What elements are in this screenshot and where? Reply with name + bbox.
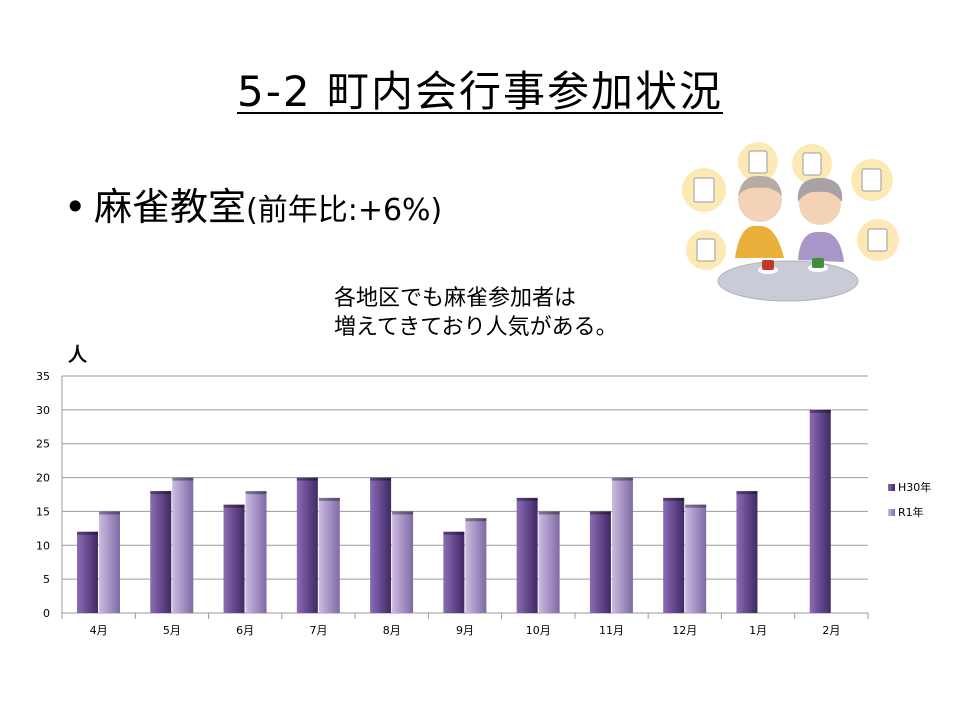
x-tick-label: 11月 xyxy=(599,624,624,637)
x-tick-label: 8月 xyxy=(383,624,401,637)
x-tick-label: 7月 xyxy=(309,624,327,637)
bar-H30年-5月 xyxy=(150,491,172,613)
bar-top-edge xyxy=(77,531,98,535)
mahjong-players-illustration xyxy=(682,142,899,302)
bar-top-edge xyxy=(172,477,194,481)
y-tick-label: 15 xyxy=(36,505,50,518)
bar-top-edge xyxy=(318,497,340,501)
x-tick-label: 9月 xyxy=(456,624,474,637)
bar-top-edge xyxy=(538,511,560,515)
legend-label-H30年: H30年 xyxy=(898,480,931,494)
legend-label-R1年: R1年 xyxy=(898,505,924,519)
x-tick-label: 5月 xyxy=(163,624,181,637)
bar-top-edge xyxy=(611,477,633,481)
note-text: 各地区でも麻雀参加者は 増えてきており人気がある。 xyxy=(334,284,618,342)
bar-R1年-10月 xyxy=(538,511,560,613)
bar-R1年-11月 xyxy=(611,477,633,613)
y-tick-label: 10 xyxy=(36,539,50,552)
bar-top-edge xyxy=(150,491,172,495)
y-tick-label: 35 xyxy=(36,370,50,383)
x-tick-label: 4月 xyxy=(90,624,108,637)
bar-R1年-7月 xyxy=(318,497,340,613)
bar-H30年-6月 xyxy=(223,504,245,613)
x-tick-label: 12月 xyxy=(672,624,697,637)
bar-H30年-10月 xyxy=(516,497,538,613)
bar-top-edge xyxy=(296,477,318,481)
bar-top-edge xyxy=(370,477,392,481)
bar-top-edge xyxy=(685,504,707,508)
bar-top-edge xyxy=(443,531,465,535)
y-tick-label: 25 xyxy=(36,438,50,451)
bar-R1年-5月 xyxy=(172,477,194,613)
bar-H30年-4月 xyxy=(77,531,98,613)
bar-top-edge xyxy=(516,497,538,501)
bar-R1年-4月 xyxy=(99,511,120,613)
bar-H30年-1月 xyxy=(736,491,758,613)
note-line-2: 増えてきており人気がある。 xyxy=(334,315,618,340)
x-tick-label: 10月 xyxy=(526,624,551,637)
chart-unit-label: 人 xyxy=(68,344,88,366)
legend-swatch-R1年 xyxy=(888,509,895,516)
slide-title: 5-2 町内会行事参加状況 xyxy=(0,62,960,122)
bar-top-edge xyxy=(736,491,758,495)
bullet-main-text: 麻雀教室 xyxy=(94,185,247,229)
bar-top-edge xyxy=(809,409,831,413)
bar-top-edge xyxy=(223,504,245,508)
bar-R1年-9月 xyxy=(465,518,487,613)
bullet-dot: • xyxy=(64,185,87,229)
bar-H30年-12月 xyxy=(663,497,685,613)
bar-H30年-8月 xyxy=(370,477,392,613)
bar-H30年-7月 xyxy=(296,477,318,613)
bullet-mahjong-class: • 麻雀教室(前年比:+6%) xyxy=(64,182,442,236)
bar-H30年-9月 xyxy=(443,531,465,613)
bar-top-edge xyxy=(589,511,611,515)
bar-H30年-11月 xyxy=(589,511,611,613)
y-tick-label: 20 xyxy=(36,472,50,485)
note-line-1: 各地区でも麻雀参加者は xyxy=(334,286,577,311)
bullet-sub-text: (前年比:+6%) xyxy=(246,193,443,228)
bar-top-edge xyxy=(245,491,267,495)
bar-R1年-6月 xyxy=(245,491,267,613)
bar-top-edge xyxy=(663,497,685,501)
bar-H30年-2月 xyxy=(809,409,831,613)
legend-swatch-H30年 xyxy=(888,484,895,491)
bar-R1年-8月 xyxy=(392,511,414,613)
bar-top-edge xyxy=(465,518,487,522)
y-tick-label: 0 xyxy=(43,607,50,620)
bar-top-edge xyxy=(392,511,414,515)
y-tick-label: 5 xyxy=(43,573,50,586)
bar-top-edge xyxy=(99,511,120,515)
bar-R1年-12月 xyxy=(685,504,707,613)
x-tick-label: 2月 xyxy=(822,624,840,637)
x-tick-label: 6月 xyxy=(236,624,254,637)
x-tick-label: 1月 xyxy=(749,624,767,637)
slide-title-text: 5-2 町内会行事参加状況 xyxy=(237,67,723,116)
y-tick-label: 30 xyxy=(36,404,50,417)
